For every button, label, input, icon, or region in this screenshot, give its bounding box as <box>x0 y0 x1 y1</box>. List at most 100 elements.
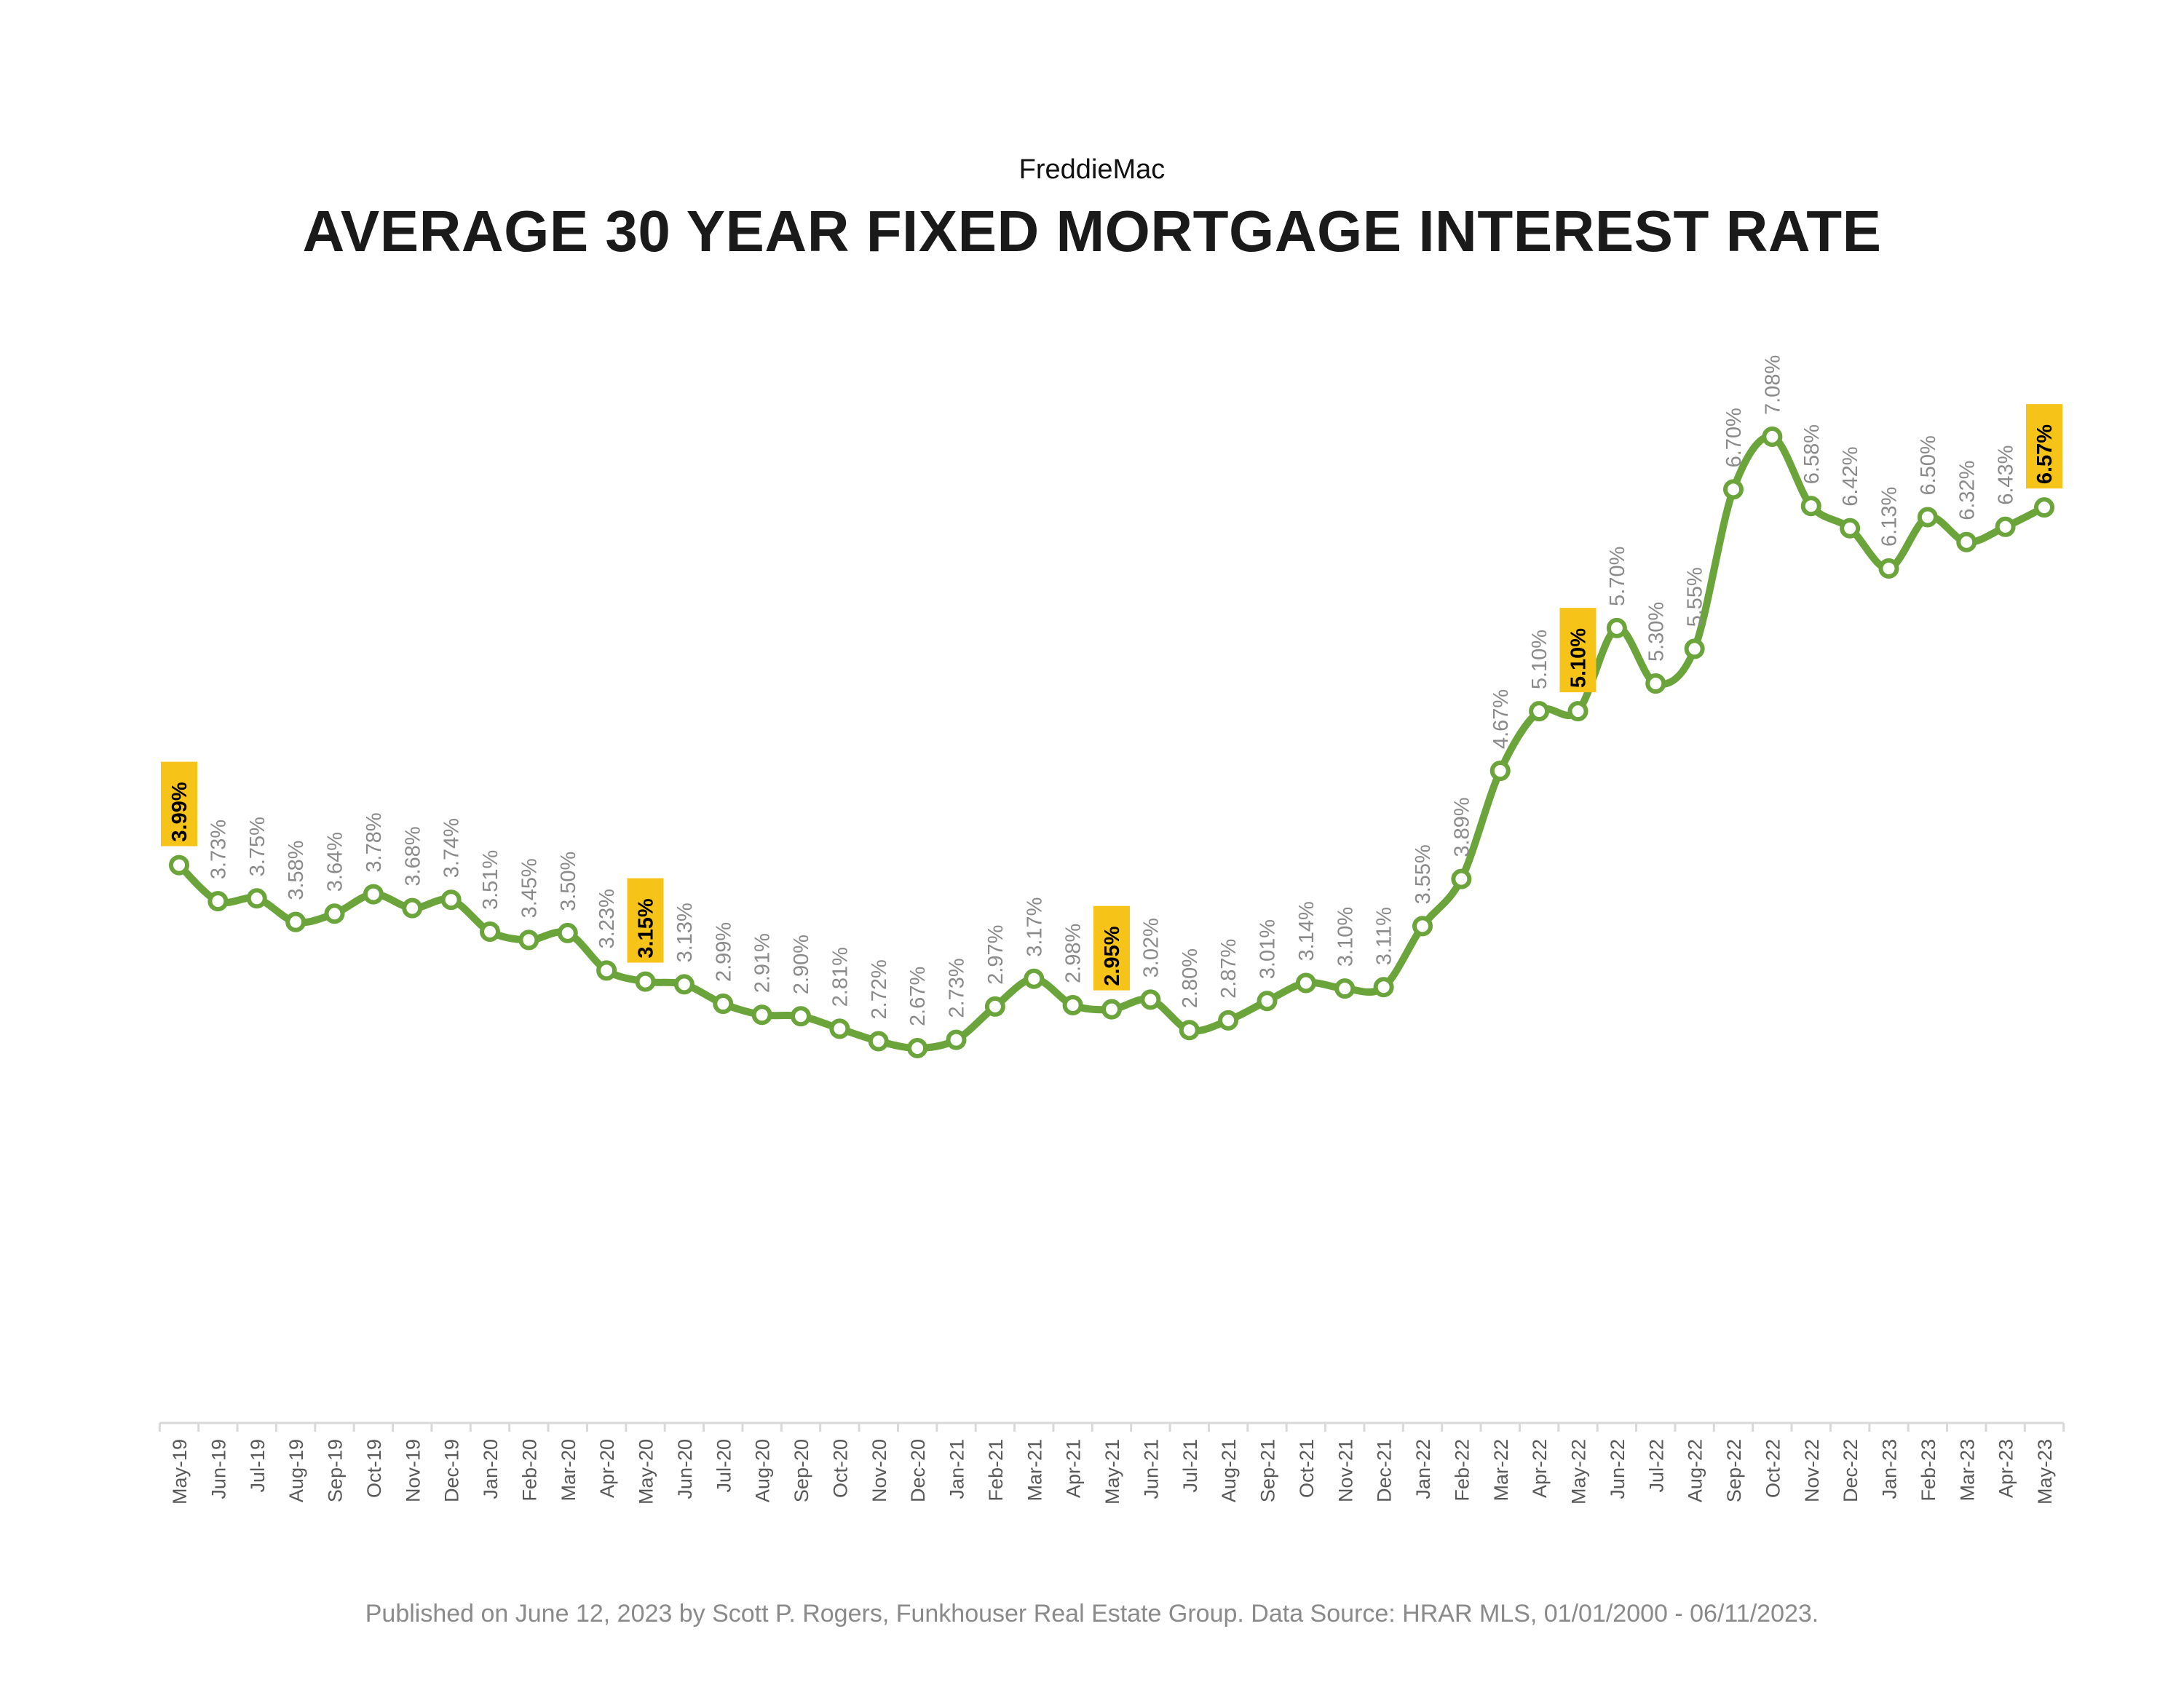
data-label-highlighted: 2.95% <box>1101 926 1124 986</box>
x-tick-label: Oct-22 <box>1762 1439 1784 1498</box>
data-point <box>751 1004 772 1026</box>
x-tick-label: Jan-20 <box>480 1439 502 1499</box>
data-point <box>1684 638 1705 659</box>
data-label: 3.02% <box>1139 918 1163 978</box>
data-point <box>285 911 306 932</box>
data-label: 3.68% <box>401 826 424 886</box>
data-label: 5.70% <box>1606 547 1629 606</box>
x-tick-label: Sep-19 <box>325 1439 347 1502</box>
data-label: 2.97% <box>984 925 1008 985</box>
data-label: 6.58% <box>1800 424 1824 484</box>
highlight-label-box <box>2026 404 2062 489</box>
x-tick-label: Dec-20 <box>907 1439 929 1502</box>
data-label-highlighted: 3.15% <box>635 898 658 958</box>
data-point <box>1995 516 2016 537</box>
data-label: 5.10% <box>1528 630 1551 689</box>
data-point <box>207 891 229 912</box>
data-point <box>1334 978 1356 999</box>
data-point <box>635 971 656 992</box>
data-label: 4.67% <box>1489 689 1513 749</box>
data-label: 2.98% <box>1062 924 1085 983</box>
highlight-label-box <box>1093 905 1130 991</box>
data-label: 3.74% <box>440 818 464 878</box>
data-label: 2.73% <box>946 958 969 1018</box>
highlight-label-box <box>1559 608 1597 693</box>
data-label: 2.67% <box>906 967 930 1026</box>
x-tick-label: Feb-23 <box>1918 1439 1939 1502</box>
data-point <box>946 1029 967 1050</box>
data-point <box>1800 496 1821 517</box>
data-label: 6.70% <box>1722 408 1746 467</box>
data-label: 6.13% <box>1878 487 1902 547</box>
data-point <box>673 974 695 995</box>
x-tick-label: May-22 <box>1568 1439 1590 1504</box>
data-point <box>1878 558 1899 579</box>
data-point <box>596 960 617 981</box>
x-tick-label: May-19 <box>169 1439 191 1504</box>
data-point <box>1645 673 1666 694</box>
x-tick-label: Aug-20 <box>752 1439 774 1502</box>
x-tick-label: Nov-21 <box>1334 1439 1356 1502</box>
x-tick-label: Mar-22 <box>1490 1439 1512 1502</box>
chart-title: AVERAGE 30 YEAR FIXED MORTGAGE INTEREST … <box>302 199 1882 263</box>
x-tick-label: Oct-21 <box>1296 1439 1318 1498</box>
chart-subtitle: FreddieMac <box>1018 154 1166 185</box>
data-point <box>1412 916 1433 937</box>
highlight-label-box <box>627 878 664 963</box>
data-point <box>1917 507 1938 528</box>
x-tick-label: Jun-21 <box>1140 1439 1162 1499</box>
data-point <box>1840 518 1861 539</box>
data-point <box>2034 497 2054 518</box>
data-point <box>1218 1010 1239 1031</box>
data-point <box>1101 999 1122 1020</box>
x-tick-label: Dec-22 <box>1840 1439 1861 1502</box>
data-point <box>1723 479 1744 500</box>
data-label: 3.17% <box>1023 897 1046 957</box>
data-point <box>1257 991 1278 1012</box>
x-tick-label: Jun-22 <box>1607 1439 1629 1499</box>
data-label: 2.90% <box>790 935 813 994</box>
data-label: 2.72% <box>868 959 891 1019</box>
data-point <box>518 929 539 951</box>
data-point <box>907 1038 928 1058</box>
x-tick-label: Sep-22 <box>1723 1439 1745 1502</box>
x-tick-label: Apr-21 <box>1063 1439 1085 1498</box>
x-tick-label: Dec-19 <box>441 1439 463 1502</box>
data-label: 3.50% <box>557 852 580 911</box>
data-label: 3.51% <box>479 850 502 910</box>
data-point <box>1295 972 1316 994</box>
data-label: 3.14% <box>1295 901 1318 961</box>
x-tick-label: Apr-22 <box>1529 1439 1551 1498</box>
data-label: 5.55% <box>1684 567 1707 627</box>
data-label: 2.80% <box>1179 948 1202 1008</box>
x-tick-label: Aug-21 <box>1218 1439 1240 1502</box>
x-tick-label: Sep-21 <box>1257 1439 1279 1502</box>
x-tick-label: May-21 <box>1101 1439 1123 1504</box>
data-point <box>1062 994 1083 1015</box>
x-tick-label: Jul-22 <box>1645 1439 1667 1493</box>
x-tick-label: Nov-19 <box>402 1439 424 1502</box>
data-label: 3.89% <box>1450 797 1473 857</box>
data-label: 3.75% <box>246 817 269 876</box>
data-point <box>480 921 500 942</box>
x-tick-label: Aug-22 <box>1685 1439 1706 1502</box>
x-tick-label: Apr-20 <box>596 1439 618 1498</box>
data-point <box>1567 701 1588 722</box>
data-point <box>791 1006 811 1027</box>
data-label: 3.10% <box>1334 907 1357 967</box>
x-tick-label: Apr-23 <box>1995 1439 2017 1498</box>
data-point <box>169 855 189 876</box>
data-label: 2.91% <box>751 933 775 993</box>
data-label: 2.81% <box>828 947 852 1007</box>
data-label: 3.45% <box>518 858 541 918</box>
data-point <box>1024 968 1045 989</box>
data-label: 3.78% <box>363 812 386 872</box>
data-label: 3.13% <box>673 903 697 962</box>
highlight-label-box <box>161 761 197 847</box>
x-tick-label: Nov-20 <box>869 1439 890 1502</box>
data-point <box>557 922 578 943</box>
x-tick-label: Jun-19 <box>207 1439 229 1499</box>
data-point <box>1606 617 1627 638</box>
